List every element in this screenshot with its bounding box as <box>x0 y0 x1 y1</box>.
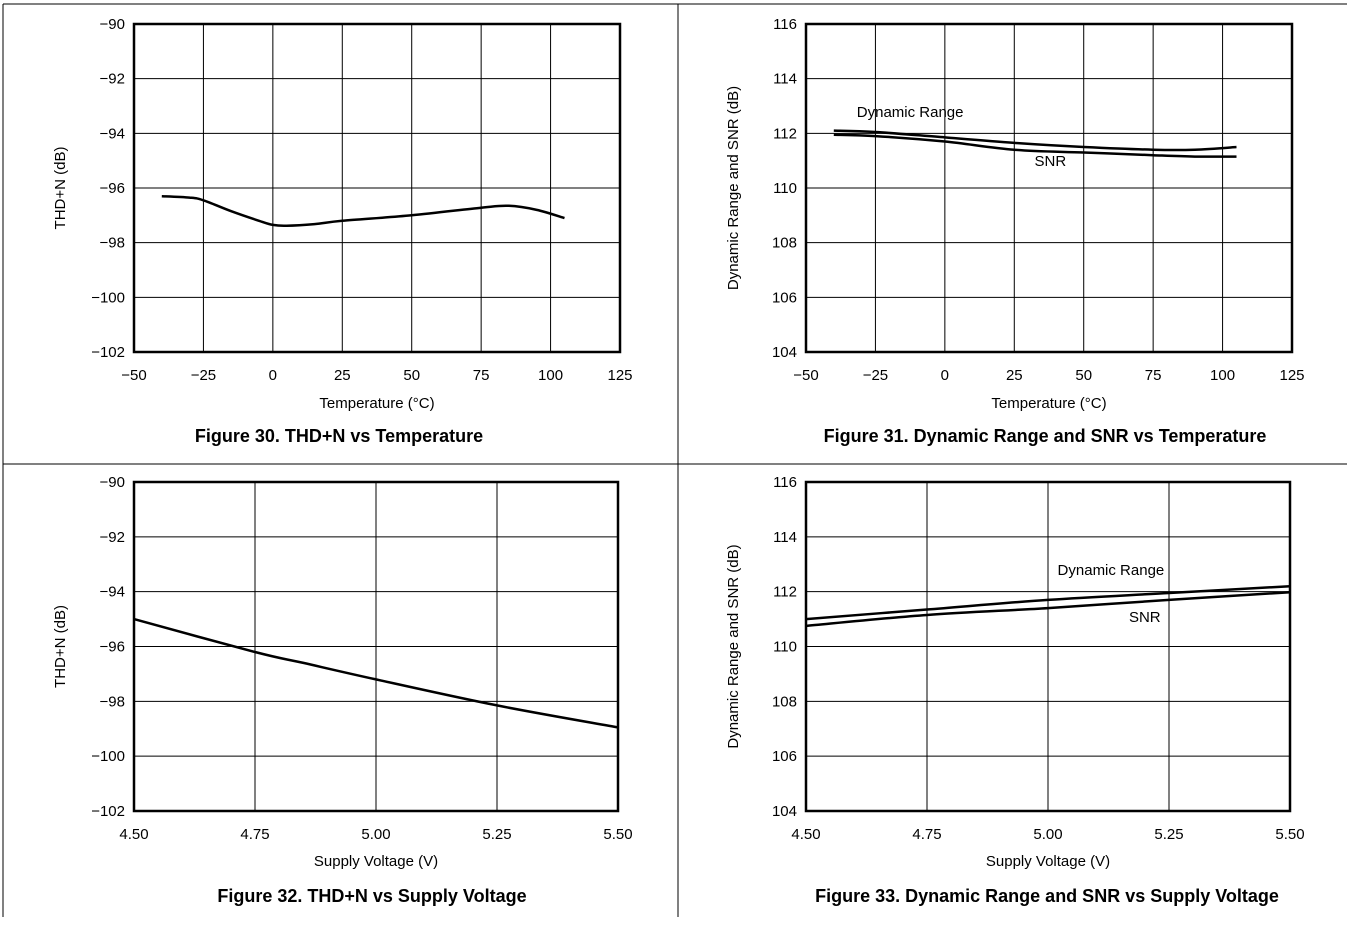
chart-panel-4: 4.50 4.75 5.00 5.25 5.50 104 106 108 110 112 114 11… <box>725 474 1305 906</box>
y-tick-label: −102 <box>91 344 125 361</box>
chart-panel-2: −50 −25 0 25 50 75 100 125 104 106 108 110 112 114 116… <box>725 16 1305 446</box>
x-tick-label: 5.25 <box>1154 826 1183 843</box>
y-axis-label: Dynamic Range and SNR (dB) <box>725 544 742 748</box>
plot-area-frame <box>804 480 1292 813</box>
series-line-dynamic-range <box>833 129 1237 152</box>
figure-caption: Figure 32. THD+N vs Supply Voltage <box>217 886 526 906</box>
y-tick-label: −92 <box>100 529 125 546</box>
x-tick-label: 5.00 <box>361 826 390 843</box>
x-tick-label: 100 <box>1210 367 1235 384</box>
x-tick-label: 5.50 <box>1275 826 1304 843</box>
y-tick-label: 110 <box>773 180 797 197</box>
y-tick-label: 106 <box>772 748 797 765</box>
y-tick-label: −90 <box>100 474 125 491</box>
y-tick-label: −98 <box>100 693 125 710</box>
y-tick-label: 108 <box>772 693 797 710</box>
chart-panels: −50 −25 0 25 50 75 100 125 −102 −100 −98 −96 −94 −92 −… <box>52 16 1305 906</box>
y-tick-label: 116 <box>773 16 797 33</box>
panel-dividers <box>2 3 1347 917</box>
x-tick-label: 25 <box>1006 367 1023 384</box>
y-tick-label: 116 <box>773 474 797 491</box>
y-axis-label: THD+N (dB) <box>52 147 69 230</box>
y-axis-label: THD+N (dB) <box>52 605 69 688</box>
figure-caption: Figure 33. Dynamic Range and SNR vs Supp… <box>815 886 1279 906</box>
y-tick-label: 104 <box>772 803 797 820</box>
x-tick-label: 4.50 <box>791 826 820 843</box>
x-tick-label: 0 <box>941 367 949 384</box>
y-tick-label: −96 <box>100 639 125 656</box>
x-tick-label: 125 <box>607 367 632 384</box>
plot-area-frame <box>804 22 1294 354</box>
x-axis-label: Supply Voltage (V) <box>986 853 1110 870</box>
series-line-thdn <box>161 194 565 228</box>
y-tick-label: 114 <box>773 529 797 546</box>
plot-area-frame <box>132 22 622 354</box>
x-tick-label: 75 <box>473 367 490 384</box>
y-tick-label: 110 <box>773 639 797 656</box>
y-tick-label: −102 <box>91 803 125 820</box>
series-line-snr <box>833 133 1237 158</box>
x-tick-label: −25 <box>191 367 216 384</box>
figure-caption: Figure 30. THD+N vs Temperature <box>195 426 483 446</box>
x-axis-label: Temperature (°C) <box>319 395 434 412</box>
x-tick-label: −50 <box>121 367 146 384</box>
y-tick-label: −94 <box>100 584 125 601</box>
chart-panel-3: 4.50 4.75 5.00 5.25 5.50 −102 −100 −98 −96 −94 −92… <box>52 474 633 906</box>
x-tick-label: 4.50 <box>119 826 148 843</box>
y-tick-label: −100 <box>91 289 125 306</box>
series-annotation: Dynamic Range <box>857 104 964 121</box>
chart-panel-1: −50 −25 0 25 50 75 100 125 −102 −100 −98 −96 −94 −92 −… <box>52 16 633 446</box>
y-tick-label: 112 <box>773 125 797 142</box>
x-tick-label: 4.75 <box>912 826 941 843</box>
x-tick-label: 5.25 <box>482 826 511 843</box>
series-annotation: SNR <box>1129 609 1161 626</box>
figure-caption: Figure 31. Dynamic Range and SNR vs Temp… <box>824 426 1267 446</box>
x-tick-label: 50 <box>403 367 420 384</box>
x-tick-label: 25 <box>334 367 351 384</box>
y-tick-label: −94 <box>100 125 125 142</box>
x-tick-label: 5.50 <box>603 826 632 843</box>
series-line-thdn <box>133 617 619 729</box>
y-tick-label: −96 <box>100 180 125 197</box>
y-axis-label: Dynamic Range and SNR (dB) <box>725 86 742 290</box>
x-tick-label: 4.75 <box>240 826 269 843</box>
y-tick-label: 112 <box>773 584 797 601</box>
y-tick-label: −92 <box>100 71 125 88</box>
y-tick-label: 108 <box>772 235 797 252</box>
y-tick-label: −98 <box>100 235 125 252</box>
plot-area-frame <box>132 480 620 813</box>
x-tick-label: 75 <box>1145 367 1162 384</box>
x-tick-label: 125 <box>1279 367 1304 384</box>
y-tick-label: −100 <box>91 748 125 765</box>
y-tick-label: −90 <box>100 16 125 33</box>
y-tick-label: 114 <box>773 71 797 88</box>
series-annotation: Dynamic Range <box>1058 562 1165 579</box>
series-line-dynamic-range <box>805 584 1291 621</box>
series-line-snr <box>805 590 1291 628</box>
x-tick-label: 100 <box>538 367 563 384</box>
series-annotation: SNR <box>1035 153 1067 170</box>
x-tick-label: 5.00 <box>1033 826 1062 843</box>
x-tick-label: −50 <box>793 367 818 384</box>
y-tick-label: 106 <box>772 289 797 306</box>
x-axis-label: Supply Voltage (V) <box>314 853 438 870</box>
x-tick-label: −25 <box>863 367 888 384</box>
x-tick-label: 50 <box>1075 367 1092 384</box>
y-tick-label: 104 <box>772 344 797 361</box>
x-tick-label: 0 <box>269 367 277 384</box>
x-axis-label: Temperature (°C) <box>991 395 1106 412</box>
